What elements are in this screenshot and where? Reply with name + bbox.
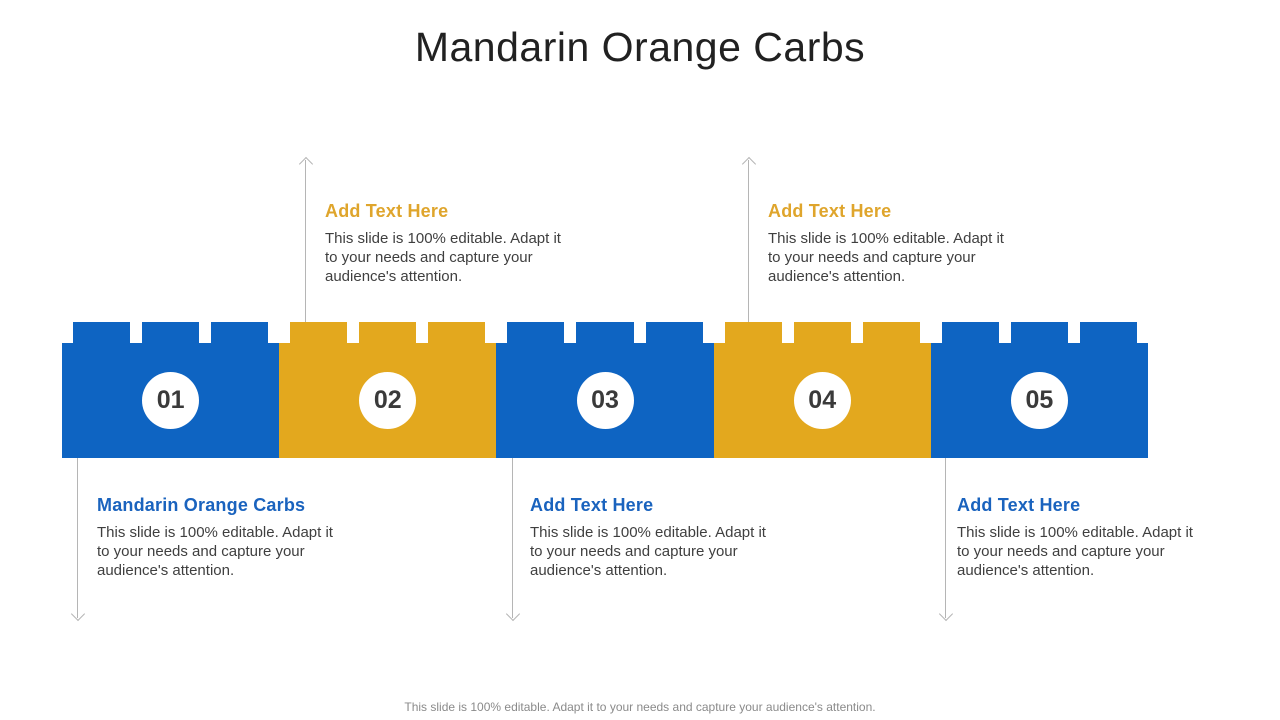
down-arrow-connector [512, 458, 513, 618]
segment-body: 03 [496, 343, 714, 458]
timeline-segment-3: 03 [496, 322, 714, 458]
callout-heading: Add Text Here [530, 495, 654, 515]
callout-heading: Add Text Here [325, 201, 449, 221]
timeline-segment-4: 04 [713, 322, 931, 458]
segment-body: 01 [62, 343, 280, 458]
segment-body: 02 [279, 343, 497, 458]
callout-body: This slide is 100% editable. Adapt it to… [325, 230, 561, 285]
stud [428, 322, 486, 343]
callout-body: This slide is 100% editable. Adapt it to… [530, 524, 766, 579]
down-arrow-connector [945, 458, 946, 618]
up-arrow-connector [305, 160, 306, 322]
callout-bottom-1: Mandarin Orange Carbs This slide is 100%… [97, 495, 347, 580]
timeline-segment-1: 01 [62, 322, 280, 458]
segment-number-badge: 03 [576, 372, 634, 429]
segment-number-badge: 05 [1010, 372, 1068, 429]
up-arrow-connector [748, 160, 749, 322]
segment-body: 05 [930, 343, 1149, 458]
timeline-segment-5: 05 [930, 322, 1149, 458]
segment-studs [496, 322, 713, 343]
stud [1079, 322, 1137, 343]
stud [576, 322, 634, 343]
timeline-segment-2: 02 [279, 322, 497, 458]
stud [645, 322, 703, 343]
callout-heading: Add Text Here [768, 201, 892, 221]
stud [73, 322, 131, 343]
stud [1010, 322, 1068, 343]
stud [290, 322, 348, 343]
stud [793, 322, 851, 343]
callout-body: This slide is 100% editable. Adapt it to… [97, 524, 333, 579]
callout-body: This slide is 100% editable. Adapt it to… [957, 524, 1193, 579]
stud [507, 322, 565, 343]
stud [724, 322, 782, 343]
segment-studs [714, 322, 931, 343]
callout-top-2: Add Text Here This slide is 100% editabl… [768, 201, 1018, 286]
callout-top-1: Add Text Here This slide is 100% editabl… [325, 201, 575, 286]
stud [359, 322, 417, 343]
callout-body: This slide is 100% editable. Adapt it to… [768, 230, 1004, 285]
footer-note: This slide is 100% editable. Adapt it to… [404, 700, 876, 714]
callout-heading: Mandarin Orange Carbs [97, 495, 306, 515]
segment-number-badge: 04 [793, 372, 851, 429]
stud [211, 322, 269, 343]
down-arrow-connector [77, 458, 78, 618]
callout-bottom-3: Add Text Here This slide is 100% editabl… [957, 495, 1207, 580]
stud [941, 322, 999, 343]
stud [142, 322, 200, 343]
timeline-ruler: 01 02 03 [62, 322, 1149, 458]
segment-studs [62, 322, 279, 343]
slide-title: Mandarin Orange Carbs [414, 24, 866, 70]
callout-heading: Add Text Here [957, 495, 1081, 515]
stud [862, 322, 920, 343]
segment-number-badge: 02 [359, 372, 417, 429]
segment-number-badge: 01 [142, 372, 200, 429]
callout-bottom-2: Add Text Here This slide is 100% editabl… [530, 495, 780, 580]
segment-studs [279, 322, 496, 343]
segment-body: 04 [713, 343, 931, 458]
segment-studs [931, 322, 1148, 343]
